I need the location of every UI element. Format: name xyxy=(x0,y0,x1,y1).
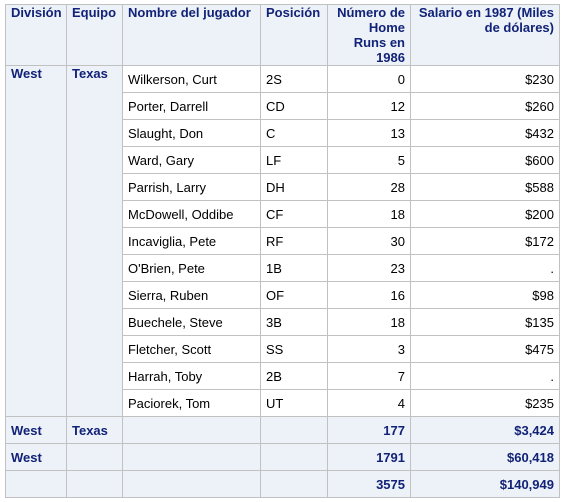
header-salary: Salario en 1987 (Miles de dólares) xyxy=(410,4,560,66)
homeruns-cell: 3 xyxy=(327,335,411,363)
homeruns-cell: 5 xyxy=(327,146,411,174)
summary-position-cell xyxy=(260,443,328,471)
player-name-cell: Ward, Gary xyxy=(122,146,261,174)
table-row: Parrish, Larry DH 28 $588 xyxy=(6,173,560,201)
summary-team-cell: Texas xyxy=(66,416,123,444)
summary-division-cell: West xyxy=(5,443,67,471)
summary-row: West 1791 $60,418 xyxy=(5,443,560,471)
header-team: Equipo xyxy=(66,4,123,66)
table-row: Sierra, Ruben OF 16 $98 xyxy=(6,281,560,309)
salary-cell: $135 xyxy=(410,308,560,336)
summary-homeruns-cell: 3575 xyxy=(327,470,411,498)
summary-salary-cell: $3,424 xyxy=(410,416,560,444)
player-name-cell: Parrish, Larry xyxy=(122,173,261,201)
player-name-cell: McDowell, Oddibe xyxy=(122,200,261,228)
position-cell: SS xyxy=(260,335,328,363)
homeruns-cell: 16 xyxy=(327,281,411,309)
position-cell: 1B xyxy=(260,254,328,282)
table-row: Harrah, Toby 2B 7. xyxy=(6,362,560,390)
table-row: Fletcher, Scott SS 3 $475 xyxy=(6,335,560,363)
player-name-cell: Incaviglia, Pete xyxy=(122,227,261,255)
header-row: División Equipo Nombre del jugador Posic… xyxy=(5,4,560,66)
summary-row: West Texas 177 $3,424 xyxy=(5,416,560,444)
division-cell: West xyxy=(5,65,67,417)
homeruns-cell: 28 xyxy=(327,173,411,201)
salary-cell: . xyxy=(410,362,560,390)
salary-cell: $172 xyxy=(410,227,560,255)
player-name-cell: Porter, Darrell xyxy=(122,92,261,120)
homeruns-cell: 7 xyxy=(327,362,411,390)
position-cell: C xyxy=(260,119,328,147)
salary-cell: $260 xyxy=(410,92,560,120)
player-name-cell: Paciorek, Tom xyxy=(122,389,261,417)
table-header: División Equipo Nombre del jugador Posic… xyxy=(5,4,560,66)
summary-row: 3575 $140,949 xyxy=(5,470,560,498)
player-name-cell: Fletcher, Scott xyxy=(122,335,261,363)
table-row: West Texas Wilkerson, Curt 2S 0 $230 xyxy=(5,65,560,417)
player-name-cell: Wilkerson, Curt xyxy=(122,65,261,93)
homeruns-cell: 4 xyxy=(327,389,411,417)
summary-salary-cell: $140,949 xyxy=(410,470,560,498)
summary-position-cell xyxy=(260,416,328,444)
salary-cell: $600 xyxy=(410,146,560,174)
summary-team-cell xyxy=(66,470,123,498)
summary-team-cell xyxy=(66,443,123,471)
homeruns-cell: 0 xyxy=(327,65,411,93)
homeruns-cell: 13 xyxy=(327,119,411,147)
position-cell: OF xyxy=(260,281,328,309)
position-cell: CD xyxy=(260,92,328,120)
table-row: Incaviglia, Pete RF 30 $172 xyxy=(6,227,560,255)
summary-division-cell xyxy=(5,470,67,498)
summary-player-cell xyxy=(122,470,261,498)
homeruns-cell: 30 xyxy=(327,227,411,255)
summary-player-cell xyxy=(122,416,261,444)
homeruns-cell: 18 xyxy=(327,200,411,228)
header-position: Posición xyxy=(260,4,328,66)
table-body: West Texas Wilkerson, Curt 2S 0 $230 Porter, D… xyxy=(5,65,560,498)
salary-cell: $230 xyxy=(410,65,560,93)
report-table: División Equipo Nombre del jugador Posic… xyxy=(5,4,560,498)
table-row: Porter, Darrell CD 12 $260 xyxy=(6,92,560,120)
summary-salary-cell: $60,418 xyxy=(410,443,560,471)
homeruns-cell: 23 xyxy=(327,254,411,282)
player-name-cell: Harrah, Toby xyxy=(122,362,261,390)
salary-cell: $588 xyxy=(410,173,560,201)
salary-cell: $432 xyxy=(410,119,560,147)
table-row: O'Brien, Pete 1B 23. xyxy=(6,254,560,282)
homeruns-cell: 18 xyxy=(327,308,411,336)
salary-cell: $98 xyxy=(410,281,560,309)
position-cell: LF xyxy=(260,146,328,174)
header-homeruns: Número de Home Runs en 1986 xyxy=(327,4,411,66)
table-row: Buechele, Steve 3B 18 $135 xyxy=(6,308,560,336)
position-cell: 2S xyxy=(260,65,328,93)
header-division: División xyxy=(5,4,67,66)
summary-position-cell xyxy=(260,470,328,498)
player-name-cell: Buechele, Steve xyxy=(122,308,261,336)
header-player: Nombre del jugador xyxy=(122,4,261,66)
player-name-cell: O'Brien, Pete xyxy=(122,254,261,282)
position-cell: 3B xyxy=(260,308,328,336)
team-cell: Texas xyxy=(66,65,123,417)
salary-cell: $235 xyxy=(410,389,560,417)
position-cell: DH xyxy=(260,173,328,201)
summary-player-cell xyxy=(122,443,261,471)
salary-cell: $475 xyxy=(410,335,560,363)
position-cell: 2B xyxy=(260,362,328,390)
table-row: McDowell, Oddibe CF 18 $200 xyxy=(6,200,560,228)
position-cell: UT xyxy=(260,389,328,417)
player-name-cell: Slaught, Don xyxy=(122,119,261,147)
player-name-cell: Sierra, Ruben xyxy=(122,281,261,309)
salary-cell: . xyxy=(410,254,560,282)
salary-cell: $200 xyxy=(410,200,560,228)
summary-homeruns-cell: 177 xyxy=(327,416,411,444)
summary-homeruns-cell: 1791 xyxy=(327,443,411,471)
position-cell: CF xyxy=(260,200,328,228)
summary-division-cell: West xyxy=(5,416,67,444)
position-cell: RF xyxy=(260,227,328,255)
table-row: Slaught, Don C 13 $432 xyxy=(6,119,560,147)
homeruns-cell: 12 xyxy=(327,92,411,120)
